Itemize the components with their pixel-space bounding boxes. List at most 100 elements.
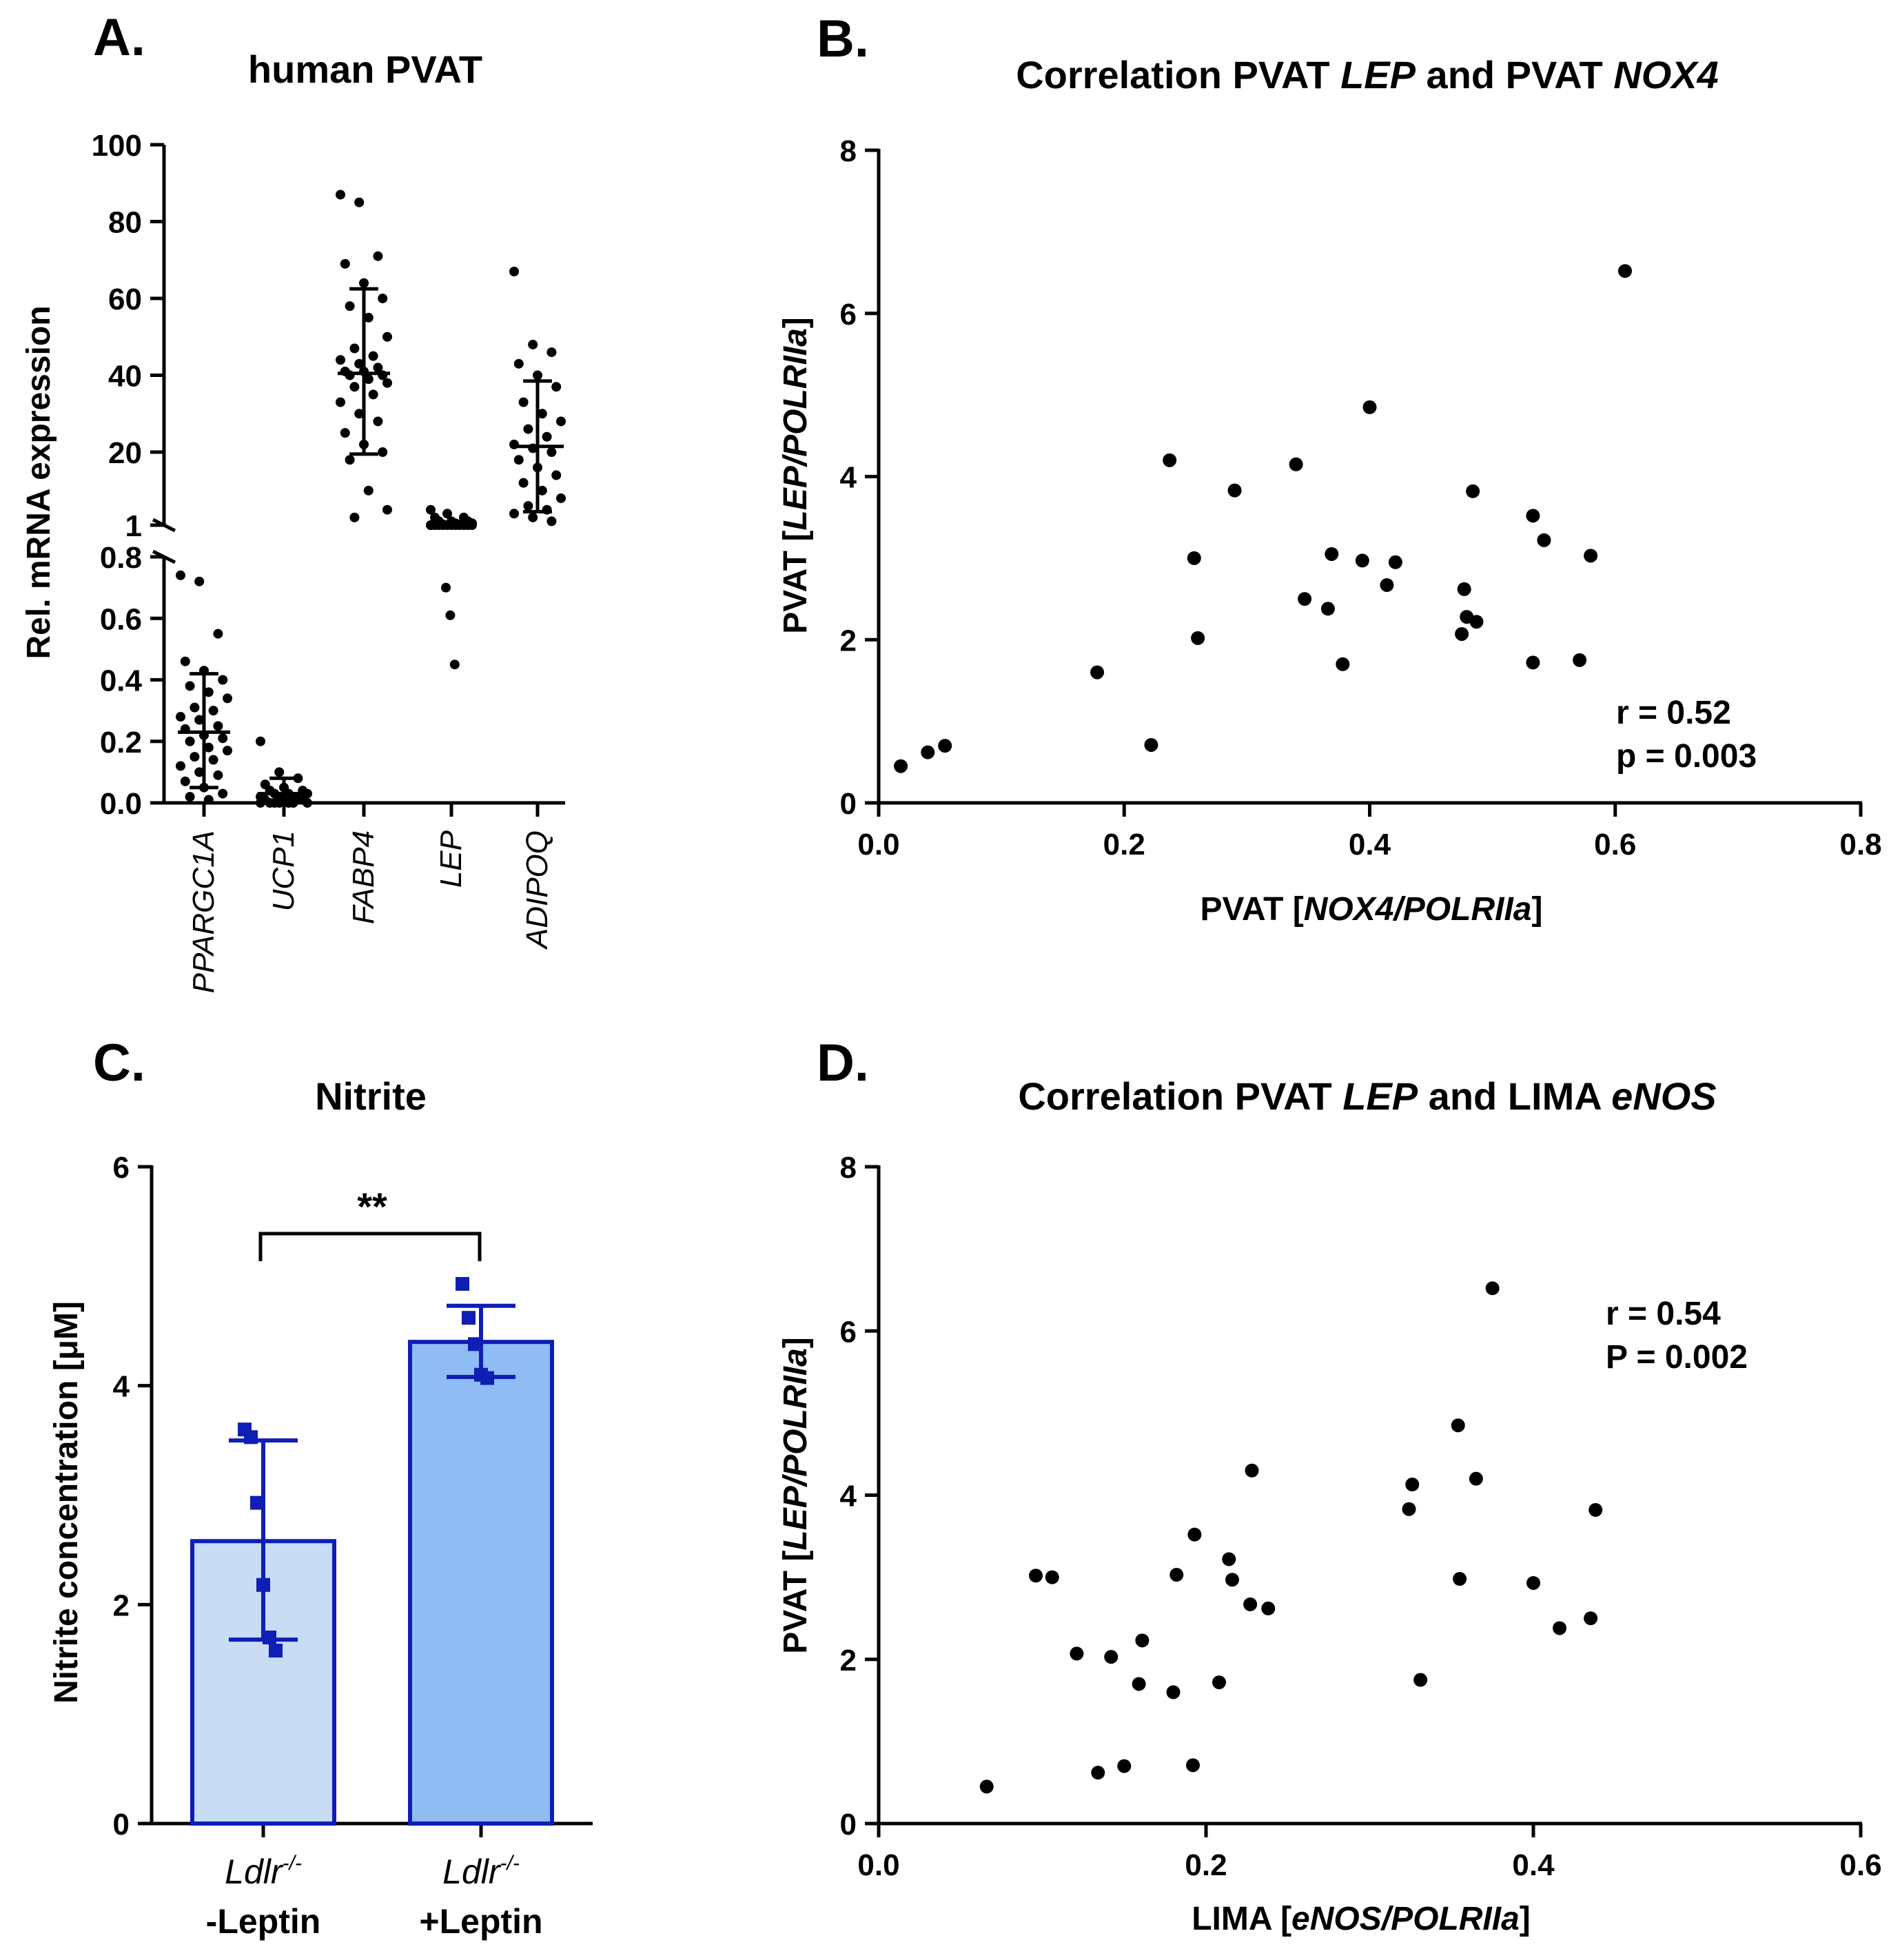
panel-b-x-tick-label: 0.2 <box>1103 828 1145 861</box>
panel-a-y-tick-label: 0.0 <box>100 787 142 821</box>
panel-a-data-point <box>368 351 378 361</box>
panel-d-y-tick-label: 6 <box>840 1315 857 1349</box>
panel-a-y-tick-label: 0.2 <box>100 726 142 759</box>
panel-a-y-tick-label: 1 <box>125 509 142 543</box>
panel-a-data-point <box>336 190 345 200</box>
panel-a-data-point <box>546 347 557 358</box>
panel-a-data-point <box>256 736 265 746</box>
panel-a-data-point <box>208 755 218 765</box>
panel-a-y-tick-label: 20 <box>108 436 142 470</box>
panel-a-x-tick-label: PPARGC1A <box>187 830 221 993</box>
panel-b-xlabel-part-3: ] <box>1531 891 1542 928</box>
panel-a-data-point <box>513 358 524 369</box>
panel-b-data-point <box>1163 453 1177 467</box>
panel-a-data-point <box>441 582 451 593</box>
panel-a-data-point <box>537 485 547 496</box>
panel-b-title-part-1: Correlation PVAT <box>1016 53 1340 96</box>
panel-b-data-point <box>1526 509 1540 523</box>
panel-b-x-tick-label: 0.0 <box>857 828 899 861</box>
panel-a-data-point <box>354 197 365 207</box>
panel-d-plot: 0 2 4 6 8 0.0 0.2 0.4 0.6 <box>840 1151 1882 1882</box>
panel-d-y-tick-label: 0 <box>840 1808 857 1841</box>
panel-d-data-point <box>1045 1570 1059 1584</box>
panel-a-data-point <box>336 355 345 365</box>
panel-a-x-tick-label: FABP4 <box>347 830 380 924</box>
panel-a-data-point <box>340 428 350 438</box>
panel-b-data-point <box>1457 582 1471 596</box>
panel-b-data-point <box>1362 400 1377 414</box>
panel-a-data-point <box>274 767 285 777</box>
panel-a-data-point <box>354 409 365 419</box>
panel-d-x-tick-label: 0.0 <box>857 1848 899 1882</box>
panel-d-data-point <box>1225 1573 1239 1587</box>
panel-b-data-point <box>1355 553 1369 568</box>
panel-a-data-point <box>382 378 392 388</box>
panel-b-r-value: r = 0.52 <box>1616 695 1731 731</box>
panel-b-xlabel-part-1: PVAT [ <box>1201 891 1304 928</box>
panel-a-data-point <box>194 576 205 586</box>
panel-b-y-tick-label: 8 <box>840 134 857 168</box>
panel-d-data-point <box>1584 1611 1598 1626</box>
panel-a-data-point <box>528 339 538 349</box>
panel-d-data-point <box>1405 1478 1420 1492</box>
panel-d-xlabel-part-1: LIMA [ <box>1192 1901 1291 1937</box>
panel-b-ylabel-part-3: ] <box>777 317 814 328</box>
panel-c-data-point <box>462 1311 476 1325</box>
panel-a-data-point <box>442 509 452 519</box>
panel-a-data-point <box>509 509 519 519</box>
panel-c-data-point <box>468 1337 482 1351</box>
panel-d-data-point <box>1469 1471 1483 1486</box>
panel-c-data-point <box>244 1430 258 1445</box>
panel-a-data-point <box>176 761 185 771</box>
panel-a-data-point <box>363 485 374 496</box>
panel-c-significance-bracket <box>258 1232 482 1261</box>
panel-a-data-point <box>190 702 200 713</box>
panel-d-data-point <box>979 1779 994 1794</box>
panel-a-data-point <box>203 687 214 697</box>
panel-a-data-point <box>556 493 566 503</box>
panel-d-data-point <box>1166 1685 1181 1699</box>
panel-b-title: Correlation PVAT LEP and PVAT NOX4 <box>1016 53 1719 96</box>
panel-b-data-point <box>1191 631 1205 645</box>
panel-a-data-point <box>185 736 195 746</box>
panel-a-data-point <box>303 798 312 808</box>
panel-d-y-tick-label: 4 <box>840 1480 857 1513</box>
panel-d-xlabel-part-3: ] <box>1520 1901 1531 1937</box>
panel-a-data-point <box>378 294 388 304</box>
panel-c-y-tick-label: 0 <box>113 1808 130 1841</box>
panel-c-y-tick-label: 2 <box>113 1589 130 1622</box>
panel-d-data-point <box>1132 1677 1146 1691</box>
panel-a-data-point <box>449 660 460 670</box>
panel-b-x-axis-label: PVAT [NOX4/POLRIIa] <box>1201 891 1543 928</box>
panel-a-y-tick-label: 60 <box>108 283 142 316</box>
panel-b-data-point <box>1144 737 1158 752</box>
panel-b-data-point <box>1336 657 1350 671</box>
panel-a-data-point <box>373 363 383 373</box>
panel-d-data-point <box>1553 1621 1566 1635</box>
panel-a-data-point <box>349 343 360 354</box>
panel-b-ylabel-part-2: LEP/POLRIIa <box>777 328 814 530</box>
panel-a-data-point <box>509 267 519 276</box>
panel-b-x-tick-label: 0.6 <box>1594 828 1636 861</box>
panel-a-data-point <box>223 746 232 756</box>
panel-d-title: Correlation PVAT LEP and LIMA eNOS <box>1018 1074 1716 1118</box>
panel-a-data-point <box>256 798 265 808</box>
panel-a-data-point <box>551 382 562 392</box>
panel-a-data-point <box>345 455 355 465</box>
panel-b-xlabel-part-2: NOX4/POLRIIa <box>1304 891 1532 928</box>
panel-d-data-point <box>1186 1758 1200 1773</box>
panel-b-data-point <box>1298 592 1312 606</box>
panel-b-data-point <box>1187 551 1201 565</box>
panel-a-data-point <box>180 776 190 786</box>
panel-d-xlabel-part-2: eNOS/POLRIIa <box>1291 1901 1520 1937</box>
panel-b-title-part-4: NOX4 <box>1613 53 1719 96</box>
panel-a-data-point <box>518 478 529 488</box>
panel-c-bar <box>408 1340 554 1826</box>
panel-d-ylabel-part-3: ] <box>777 1337 814 1348</box>
panel-d: D. Correlation PVAT LEP and LIMA eNOS LI… <box>777 1034 1882 1937</box>
panel-b-data-point <box>1537 533 1551 547</box>
panel-d-title-part-2: LEP <box>1342 1074 1418 1118</box>
panel-b-p-value: p = 0.003 <box>1616 738 1757 775</box>
panel-c-title: Nitrite <box>315 1074 427 1118</box>
panel-a-x-tick-label: LEP <box>434 830 468 888</box>
